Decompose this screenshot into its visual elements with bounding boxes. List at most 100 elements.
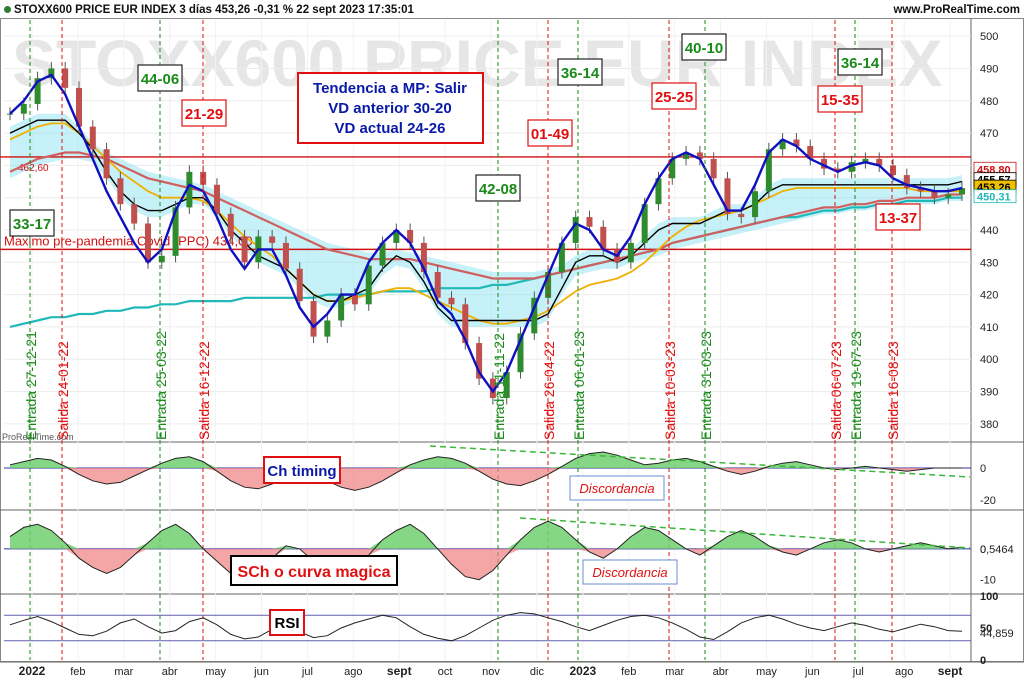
count-label-box: [837, 48, 883, 76]
candle-body: [379, 242, 386, 266]
candle-body: [131, 204, 138, 224]
candle-body: [310, 301, 317, 337]
candle-body: [213, 184, 220, 214]
candle-body: [351, 294, 358, 305]
candle-body: [531, 297, 538, 334]
divergence-line: [519, 517, 971, 549]
count-label-box: [557, 58, 603, 86]
ch-timing-positive-area: [10, 452, 962, 468]
candle-body: [448, 297, 455, 305]
x-tick-label: oct: [438, 666, 453, 678]
signal-label: Entrada 27-12-21: [23, 331, 39, 440]
price-tag-box: [973, 189, 1017, 204]
ch-timing-label: Ch timing: [267, 463, 336, 480]
discordancia-box-2: [582, 559, 678, 585]
candle-body: [738, 213, 745, 218]
x-tick-label: abr: [713, 666, 729, 678]
count-label-box: [817, 85, 863, 113]
x-tick-label: sept: [387, 664, 412, 678]
ch-timing-label-box: [263, 456, 341, 484]
candle-body: [779, 139, 786, 150]
y-tick-label: 400: [980, 354, 998, 366]
candle-body: [407, 230, 414, 243]
candle-body: [186, 171, 193, 208]
x-tick-label: abr: [162, 666, 178, 678]
candle-body: [710, 158, 717, 179]
candle-body: [489, 378, 496, 398]
candle-body: [158, 255, 165, 263]
sch-value-label: 0,5464: [980, 544, 1014, 556]
candle-body: [807, 146, 814, 159]
count-label-text: 42-08: [479, 181, 517, 198]
x-tick-label: may: [205, 666, 226, 678]
candle-body: [200, 171, 207, 185]
candle-body: [724, 178, 731, 214]
count-label-text: 13-37: [879, 210, 917, 227]
sma-black-line: [9, 119, 963, 322]
candle-body: [434, 272, 441, 298]
y-tick-label: 430: [980, 257, 998, 269]
candle-body: [34, 78, 41, 104]
x-tick-label: jul: [852, 666, 864, 678]
info-box-line: VD actual 24-26: [335, 120, 446, 137]
candle-body: [420, 242, 427, 272]
x-tick-label: 2023: [570, 664, 597, 678]
count-label-text: 44-06: [141, 71, 179, 88]
candle-body: [752, 191, 759, 218]
candle-body: [821, 158, 828, 169]
sma-yellow-line: [9, 122, 962, 325]
candle-body: [338, 294, 345, 321]
count-label-box: [9, 209, 55, 237]
small-brand-text: ProRealTime.com: [2, 432, 74, 442]
ch-timing-tick: -20: [980, 495, 996, 507]
sch-tick: -10: [980, 575, 996, 587]
candle-body: [683, 152, 690, 159]
x-tick-label: jun: [804, 666, 820, 678]
sch-tick: 0: [980, 544, 986, 556]
signal-label: Entrada 06-01-23: [571, 331, 587, 440]
rsi-tick: 50: [980, 623, 992, 635]
candle-body: [945, 194, 952, 198]
sch-label-box: [230, 555, 398, 586]
candle-body: [890, 165, 897, 176]
x-tick-label: sept: [938, 664, 963, 678]
count-label-text: 21-29: [185, 106, 223, 123]
candle-body: [365, 265, 372, 305]
candle-body: [269, 236, 276, 243]
candle-body: [669, 158, 676, 179]
candle-body: [600, 226, 607, 250]
candle-body: [227, 213, 234, 237]
candle-body: [517, 333, 524, 373]
brand-label[interactable]: www.ProRealTime.com: [893, 4, 1020, 16]
divergence-line: [429, 445, 971, 478]
y-tick-label: 390: [980, 387, 998, 399]
signal-label: Salida 16-12-22: [196, 341, 212, 440]
info-box: [297, 72, 484, 144]
candle-body: [117, 178, 124, 205]
signal-label: Salida 24-01-22: [55, 341, 71, 440]
count-label-text: 25-25: [655, 89, 693, 106]
candle-body: [655, 178, 662, 205]
candle-body: [876, 158, 883, 166]
sch-label: SCh o curva magica: [238, 564, 391, 581]
candle-body: [558, 242, 565, 272]
count-label-box: [527, 119, 573, 147]
x-tick-label: mar: [665, 666, 684, 678]
candle-body: [696, 152, 703, 159]
candle-body: [48, 68, 55, 79]
candle-body: [75, 87, 82, 127]
x-tick-label: ago: [895, 666, 913, 678]
candle-body: [586, 217, 593, 227]
count-label-text: 15-35: [821, 92, 859, 109]
candle-body: [503, 372, 510, 398]
discordancia-label-1: Discordancia: [579, 481, 654, 496]
ch-timing-negative-area: [10, 468, 962, 491]
status-dot-icon: [4, 6, 11, 14]
rsi-label: RSI: [274, 615, 299, 632]
rsi-tick: 0: [980, 655, 986, 667]
sma-cyan-line: [9, 196, 962, 328]
chart-title: STOXX600 PRICE EUR INDEX 3 días 453,26 -…: [4, 2, 414, 18]
count-label-text: 36-14: [561, 65, 600, 82]
count-label-text: 36-14: [841, 55, 880, 72]
